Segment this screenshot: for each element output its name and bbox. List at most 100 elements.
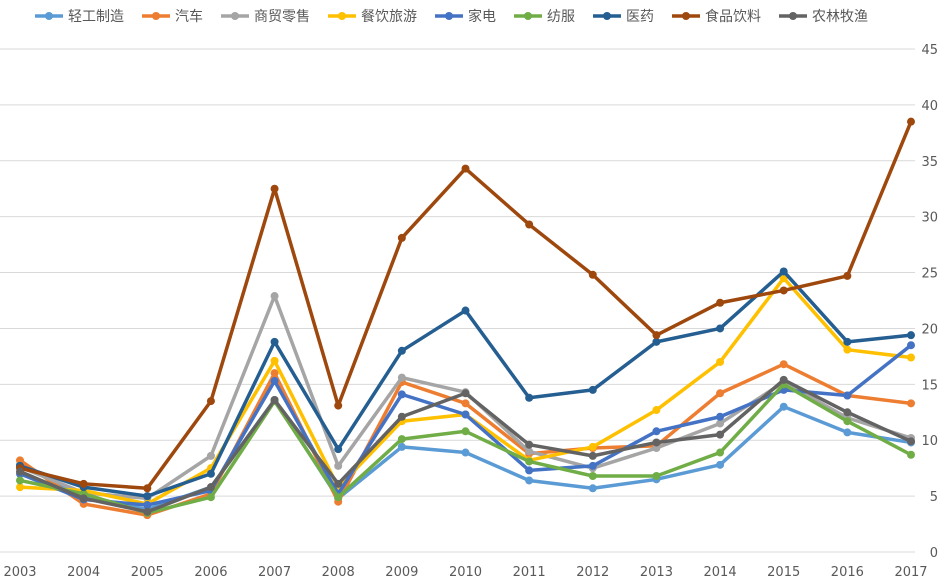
legend-marker (45, 12, 53, 20)
data-point (652, 406, 661, 415)
data-point (270, 356, 279, 365)
data-point (206, 397, 215, 406)
data-point (270, 337, 279, 346)
legend: 轻工制造 汽车 商贸零售 餐饮旅游 家电 纺服 医药 食品饮料 农林牧渔 (35, 8, 868, 25)
data-point (716, 298, 725, 307)
data-point (652, 444, 661, 453)
legend-label: 医药 (626, 9, 654, 25)
data-point (334, 445, 343, 454)
x-tick-label: 2017 (894, 565, 927, 580)
data-point (397, 435, 406, 444)
data-point (716, 357, 725, 366)
legend-marker (445, 12, 453, 20)
data-point (206, 451, 215, 460)
data-point (270, 395, 279, 404)
legend-label: 纺服 (547, 9, 575, 25)
data-point (461, 448, 470, 457)
data-point (843, 337, 852, 346)
data-point (907, 117, 915, 126)
x-tick-label: 2016 (831, 565, 864, 580)
series-7 (16, 267, 915, 501)
data-point (525, 466, 534, 475)
data-point (779, 360, 788, 369)
data-point (334, 493, 343, 502)
data-point (397, 442, 406, 451)
data-point (461, 427, 470, 436)
x-tick-label: 2005 (131, 565, 164, 580)
data-point (143, 507, 152, 516)
legend-item-9: 农林牧渔 (779, 9, 868, 25)
y-tick-label: 40 (921, 99, 938, 114)
y-tick-label: 15 (921, 378, 938, 393)
legend-item-4: 餐饮旅游 (328, 9, 417, 25)
x-tick-label: 2014 (704, 565, 737, 580)
data-point (907, 331, 915, 340)
data-point (397, 390, 406, 399)
data-point (588, 385, 597, 394)
data-point (334, 461, 343, 470)
data-point (716, 389, 725, 398)
data-point (525, 393, 534, 402)
y-tick-label: 0 (930, 546, 938, 561)
data-point (206, 483, 215, 492)
data-point (779, 286, 788, 295)
data-point (79, 479, 88, 488)
x-tick-label: 2004 (67, 565, 100, 580)
legend-item-3: 商贸零售 (221, 9, 310, 25)
y-tick-label: 35 (921, 155, 938, 170)
data-point (588, 442, 597, 451)
data-point (907, 450, 915, 459)
data-point (779, 267, 788, 276)
series-9 (16, 375, 915, 516)
data-point (843, 428, 852, 437)
y-tick-label: 45 (921, 43, 938, 58)
data-point (16, 483, 24, 492)
data-point (334, 479, 343, 488)
data-point (461, 306, 470, 315)
data-point (652, 427, 661, 436)
data-point (907, 341, 915, 350)
data-point (652, 331, 661, 340)
legend-marker (338, 12, 346, 20)
data-point (270, 376, 279, 385)
legend-marker (231, 12, 239, 20)
x-tick-label: 2013 (640, 565, 673, 580)
legend-item-8: 食品饮料 (672, 8, 761, 25)
data-point (588, 270, 597, 279)
y-tick-label: 20 (921, 322, 938, 337)
legend-label: 食品饮料 (705, 8, 761, 25)
legend-marker (789, 12, 797, 20)
legend-item-6: 纺服 (514, 9, 575, 25)
data-point (843, 391, 852, 400)
data-point (588, 484, 597, 493)
data-point (206, 493, 215, 502)
data-point (525, 457, 534, 466)
data-point (461, 399, 470, 408)
data-point (461, 389, 470, 398)
data-point (270, 292, 279, 301)
legend-label: 农林牧渔 (812, 9, 868, 25)
data-point (397, 373, 406, 382)
data-point (525, 440, 534, 449)
data-point (397, 233, 406, 242)
data-point (16, 476, 24, 485)
legend-label: 轻工制造 (68, 9, 124, 25)
legend-marker (524, 12, 532, 20)
legend-marker (682, 12, 690, 20)
gridlines (0, 48, 915, 553)
legend-item-2: 汽车 (142, 8, 203, 25)
legend-label: 家电 (468, 8, 496, 25)
legend-item-7: 医药 (593, 9, 654, 25)
data-point (525, 447, 534, 456)
data-point (397, 412, 406, 421)
legend-label: 汽车 (175, 8, 203, 25)
x-tick-label: 2011 (513, 565, 546, 580)
data-point (461, 164, 470, 173)
data-point (716, 419, 725, 428)
data-point (16, 467, 24, 476)
data-point (716, 448, 725, 457)
data-point (716, 412, 725, 421)
x-tick-label: 2003 (3, 565, 36, 580)
